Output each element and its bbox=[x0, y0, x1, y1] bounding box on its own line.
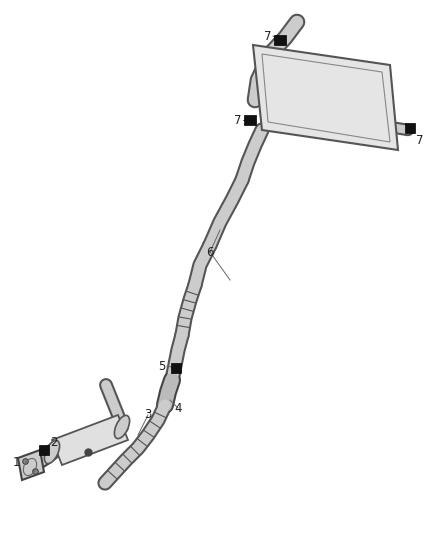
Text: 5: 5 bbox=[158, 359, 166, 373]
Text: 7: 7 bbox=[234, 114, 242, 126]
Polygon shape bbox=[18, 450, 44, 480]
Ellipse shape bbox=[44, 440, 60, 464]
Text: 7: 7 bbox=[416, 133, 424, 147]
Text: 4: 4 bbox=[174, 401, 182, 415]
Polygon shape bbox=[405, 123, 415, 133]
Text: 7: 7 bbox=[264, 29, 272, 43]
Text: 3: 3 bbox=[144, 408, 152, 422]
Polygon shape bbox=[171, 363, 181, 373]
Ellipse shape bbox=[114, 415, 130, 439]
Polygon shape bbox=[253, 45, 398, 150]
Polygon shape bbox=[39, 445, 49, 455]
Text: 1: 1 bbox=[12, 456, 20, 469]
Text: 6: 6 bbox=[206, 246, 214, 259]
Polygon shape bbox=[274, 35, 286, 45]
Polygon shape bbox=[52, 415, 128, 465]
Text: 2: 2 bbox=[50, 435, 58, 448]
Polygon shape bbox=[244, 115, 256, 125]
